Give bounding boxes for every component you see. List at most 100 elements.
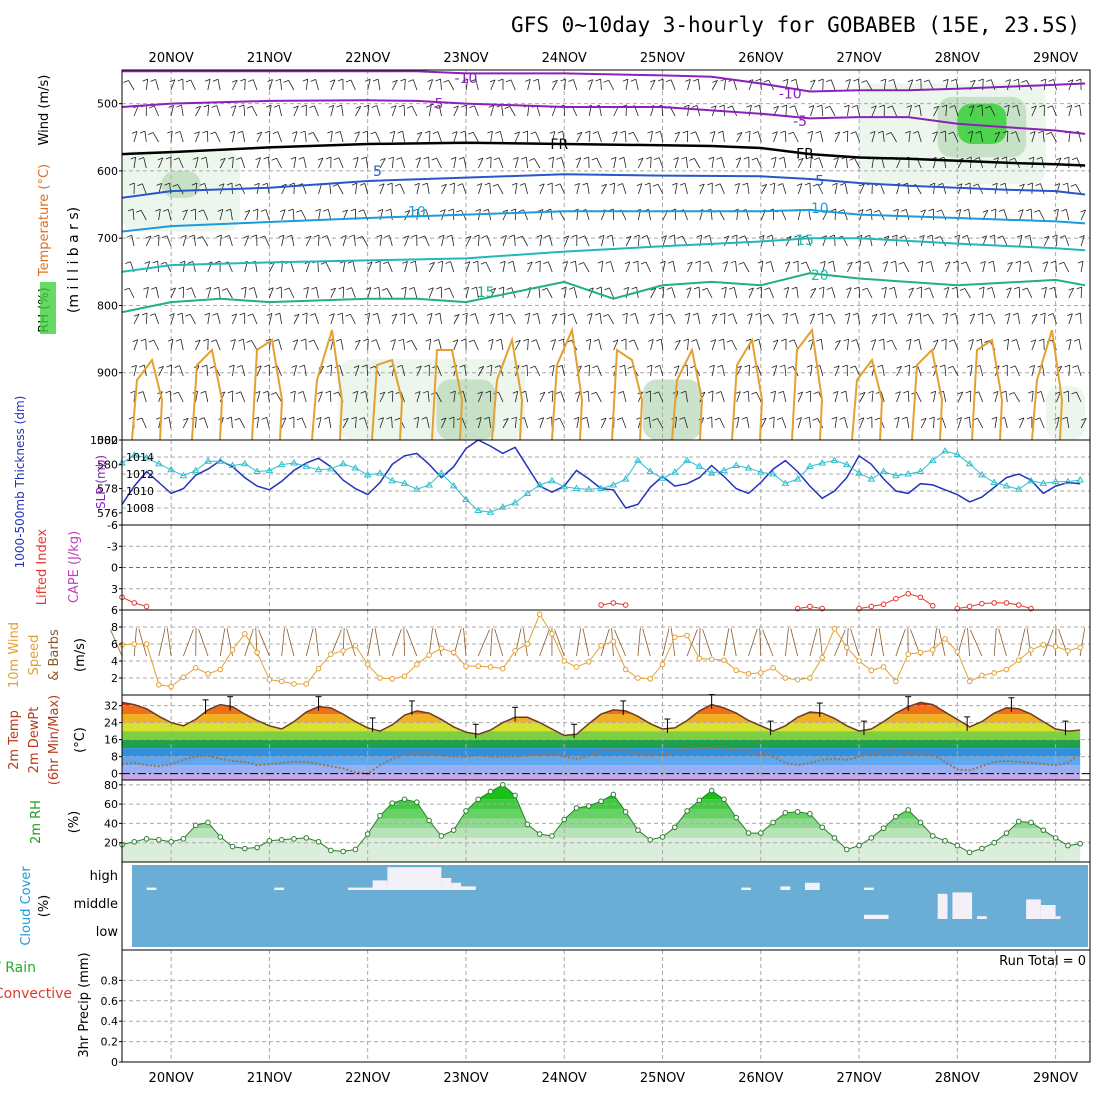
- wind-barb-flag: [769, 416, 775, 420]
- wind-barb-flag: [357, 236, 363, 239]
- wind-barb: [293, 391, 296, 403]
- wind-barb-flag: [247, 313, 253, 317]
- wind-barb: [170, 105, 174, 117]
- wind-barb: [732, 313, 738, 325]
- wind-barb-flag: [832, 391, 839, 394]
- wind-barb: [720, 391, 725, 403]
- li-point: [143, 603, 150, 610]
- slp-point: [449, 481, 458, 489]
- slp-point: [818, 458, 827, 466]
- wind-barb-flag: [735, 157, 741, 161]
- wind-barb-flag: [834, 365, 840, 369]
- wind-barb: [179, 131, 184, 143]
- wind-barb: [551, 339, 556, 351]
- wind-barb: [169, 390, 172, 403]
- wind-barb: [588, 79, 594, 91]
- isotherm-label: -10: [779, 87, 802, 103]
- high-cloud-bar: [387, 867, 442, 890]
- slp-point: [646, 467, 655, 474]
- wind-barb-flag: [804, 416, 810, 420]
- wind-barb-flag: [185, 79, 191, 83]
- wind-barb-flag: [251, 234, 257, 238]
- slp-point: [1051, 477, 1060, 485]
- wind-barb: [450, 261, 455, 273]
- wind-barb-flag: [142, 78, 148, 82]
- wind-barb-flag: [355, 106, 361, 109]
- wind-barb: [152, 132, 159, 143]
- wind-barb-flag: [632, 260, 639, 264]
- wind-barb: [794, 313, 799, 325]
- wind-barb: [391, 105, 397, 117]
- wind-barb: [281, 209, 286, 221]
- wind-barb: [512, 261, 516, 273]
- wind-barb: [784, 365, 787, 377]
- wind-barb-flag: [262, 390, 269, 394]
- wind-barb-flag: [504, 106, 510, 109]
- wind-barb: [205, 391, 209, 403]
- wind-barb-flag: [1001, 156, 1007, 160]
- wind-speed-point: [463, 663, 469, 669]
- wind-barb: [537, 79, 541, 91]
- rh-point: [671, 824, 678, 831]
- wind-barb-flag: [901, 416, 908, 420]
- wind-barb-flag: [453, 105, 459, 109]
- wind-barb: [293, 182, 295, 195]
- middle-cloud-bar: [1055, 916, 1061, 919]
- slp-point: [191, 466, 200, 474]
- wind-barb-flag: [272, 131, 278, 135]
- rh-point: [561, 816, 568, 823]
- wind-barb-flag: [239, 312, 245, 316]
- wind-barb-flag: [261, 416, 267, 420]
- wind-barb-flag: [317, 391, 323, 395]
- wind-barb-flag: [349, 234, 355, 238]
- rh-point: [438, 833, 445, 839]
- wind-barb-flag: [689, 158, 695, 161]
- wind-barb: [883, 235, 890, 247]
- wind-barb-flag: [213, 286, 219, 290]
- wind-barb-flag: [224, 235, 230, 238]
- wind-barb-flag: [582, 182, 588, 186]
- wind-barb-flag: [693, 78, 699, 82]
- surface-wind-barb: [219, 628, 226, 657]
- wind-barb: [908, 131, 911, 143]
- rh-point: [487, 788, 494, 795]
- low-level-contour: [311, 329, 344, 441]
- wind-barb: [465, 79, 469, 91]
- wind-barb: [748, 105, 752, 117]
- wind-barb: [170, 79, 176, 91]
- wind-barb-flag: [515, 339, 521, 343]
- wind-speed-point: [561, 658, 568, 664]
- wind-barb: [834, 183, 838, 195]
- wind-barb-flag: [200, 156, 207, 160]
- wind-barb-flag: [976, 338, 982, 342]
- wind-barb: [191, 287, 196, 299]
- wind-barb: [441, 184, 447, 195]
- wind-barb: [953, 131, 959, 143]
- wind-barb-flag: [751, 391, 757, 395]
- wind-barb-flag: [370, 131, 376, 135]
- ylabel-celsius: (°C): [73, 727, 88, 753]
- wind-barb: [657, 184, 664, 195]
- wind-barb: [128, 287, 135, 299]
- wind-barb: [586, 417, 590, 429]
- wind-barb: [685, 157, 688, 169]
- wind-barb: [305, 79, 309, 91]
- wind-barb: [391, 390, 394, 403]
- wind-barb: [635, 79, 639, 91]
- wind-barb: [278, 105, 282, 117]
- wind-barb: [608, 80, 615, 91]
- series-wind-speed: [121, 613, 1081, 688]
- isotherm--5: [121, 99, 1086, 135]
- wind-barb: [994, 209, 997, 221]
- wind-barb-flag: [1071, 157, 1078, 161]
- wind-barb-flag: [498, 286, 504, 290]
- wind-barb: [391, 131, 396, 143]
- wind-speed-point: [586, 659, 592, 665]
- wind-barb: [412, 313, 418, 325]
- rh-point: [893, 813, 899, 820]
- wind-barb: [367, 287, 372, 299]
- wind-barb-flag: [544, 234, 550, 238]
- wind-barb: [883, 261, 889, 273]
- wind-barb: [650, 156, 652, 169]
